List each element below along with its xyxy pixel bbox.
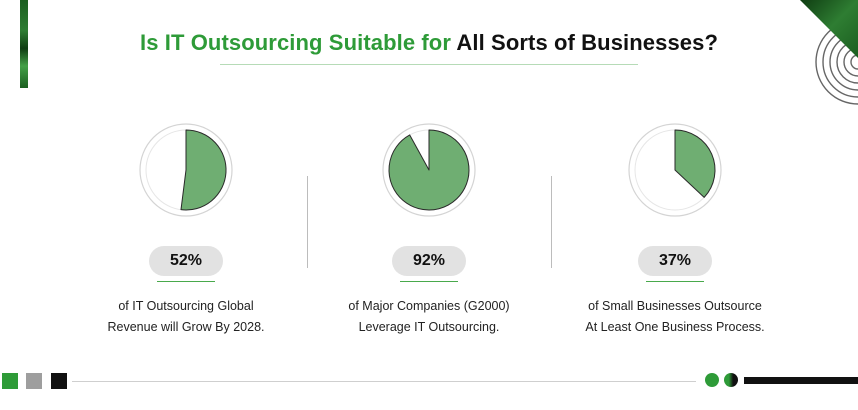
stat-description: of Small Businesses Outsource At Least O…	[575, 296, 775, 338]
badge-underline	[157, 281, 215, 282]
pie-slice	[674, 129, 716, 198]
pie-chart-2	[382, 123, 476, 217]
footer-square-gray	[26, 373, 42, 389]
stat-description-line: Revenue will Grow By 2028.	[107, 320, 265, 334]
stat-card-2: 92% of Major Companies (G2000) Leverage …	[329, 120, 529, 338]
stat-value-badge: 37%	[638, 246, 712, 276]
footer-line	[72, 381, 696, 382]
stat-value-badge: 92%	[392, 246, 466, 276]
stat-description-line: of Small Businesses Outsource	[588, 299, 762, 313]
footer-square-green	[2, 373, 18, 389]
footer-bar	[744, 377, 858, 384]
stat-description: of IT Outsourcing Global Revenue will Gr…	[86, 296, 286, 338]
concentric-arcs-decoration	[815, 19, 858, 105]
page-title: Is IT Outsourcing Suitable for All Sorts…	[0, 30, 858, 56]
title-accent-text: Is IT Outsourcing Suitable for	[139, 30, 452, 55]
column-divider	[551, 176, 552, 268]
pie-chart-1	[139, 123, 233, 217]
badge-underline	[400, 281, 458, 282]
title-rest-text: All Sorts of Businesses?	[456, 30, 718, 55]
pie-slice	[180, 129, 227, 211]
left-decorative-strip	[20, 0, 28, 88]
stat-description-line: At Least One Business Process.	[585, 320, 765, 334]
badge-underline	[646, 281, 704, 282]
footer-dot-green	[705, 373, 719, 387]
footer-square-black	[51, 373, 67, 389]
stat-description: of Major Companies (G2000) Leverage IT O…	[329, 296, 529, 338]
stat-description-line: Leverage IT Outsourcing.	[358, 320, 500, 334]
stat-card-3: 37% of Small Businesses Outsource At Lea…	[575, 120, 775, 338]
footer-dot-dark	[724, 373, 738, 387]
stat-description-line: of Major Companies (G2000)	[348, 299, 510, 313]
stat-description-line: of IT Outsourcing Global	[118, 299, 254, 313]
pie-slice	[388, 129, 470, 211]
stat-value-badge: 52%	[149, 246, 223, 276]
corner-decoration	[800, 0, 858, 58]
column-divider	[307, 176, 308, 268]
title-underline	[220, 64, 638, 65]
stat-card-1: 52% of IT Outsourcing Global Revenue wil…	[86, 120, 286, 338]
pie-chart-3	[628, 123, 722, 217]
